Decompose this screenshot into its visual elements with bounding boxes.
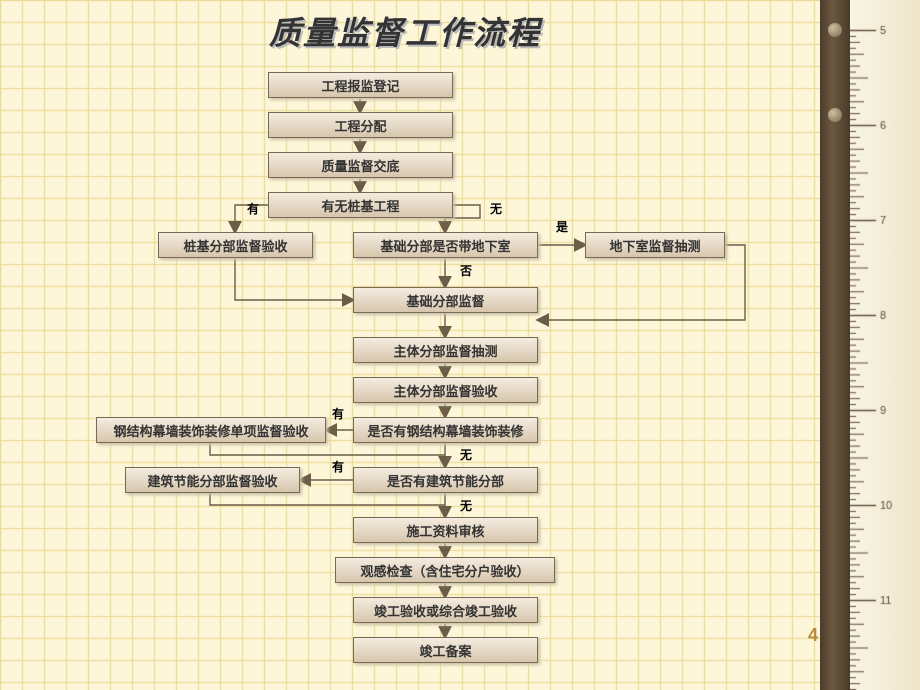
edge-label: 否 — [460, 262, 472, 279]
node-n5: 桩基分部监督验收 — [158, 232, 313, 258]
node-n8: 基础分部监督 — [353, 287, 538, 313]
screw-icon — [828, 23, 842, 37]
edge-label: 有 — [332, 405, 344, 422]
edge-label: 无 — [460, 446, 472, 463]
node-n4: 有无桩基工程 — [268, 192, 453, 218]
ruler-decoration — [820, 0, 920, 690]
node-n7: 地下室监督抽测 — [585, 232, 725, 258]
page-title: 质量监督工作流程 — [0, 8, 810, 54]
edge-label: 无 — [490, 200, 502, 217]
page-number: 4 — [808, 625, 818, 646]
edge-label: 有 — [332, 458, 344, 475]
ruler-edge — [820, 0, 850, 690]
node-n12: 钢结构幕墙装饰装修单项监督验收 — [96, 417, 326, 443]
node-n10: 主体分部监督验收 — [353, 377, 538, 403]
node-n15: 施工资料审核 — [353, 517, 538, 543]
node-n16: 观感检查（含住宅分户验收） — [335, 557, 555, 583]
edge-label: 无 — [460, 497, 472, 514]
node-n13: 是否有建筑节能分部 — [353, 467, 538, 493]
node-n14: 建筑节能分部监督验收 — [125, 467, 300, 493]
slide: 质量监督工作流程 工程报监登记工程分配质量监督交底有无桩基工程桩基分部监督验收基… — [0, 0, 920, 690]
node-n1: 工程报监登记 — [268, 72, 453, 98]
node-n9: 主体分部监督抽测 — [353, 337, 538, 363]
screw-icon — [828, 108, 842, 122]
node-n18: 竣工备案 — [353, 637, 538, 663]
node-n2: 工程分配 — [268, 112, 453, 138]
node-n11: 是否有钢结构幕墙装饰装修 — [353, 417, 538, 443]
edge-label: 有 — [247, 200, 259, 217]
edge-label: 是 — [556, 218, 568, 235]
ruler-face — [850, 0, 920, 690]
node-n17: 竣工验收或综合竣工验收 — [353, 597, 538, 623]
node-n3: 质量监督交底 — [268, 152, 453, 178]
node-n6: 基础分部是否带地下室 — [353, 232, 538, 258]
